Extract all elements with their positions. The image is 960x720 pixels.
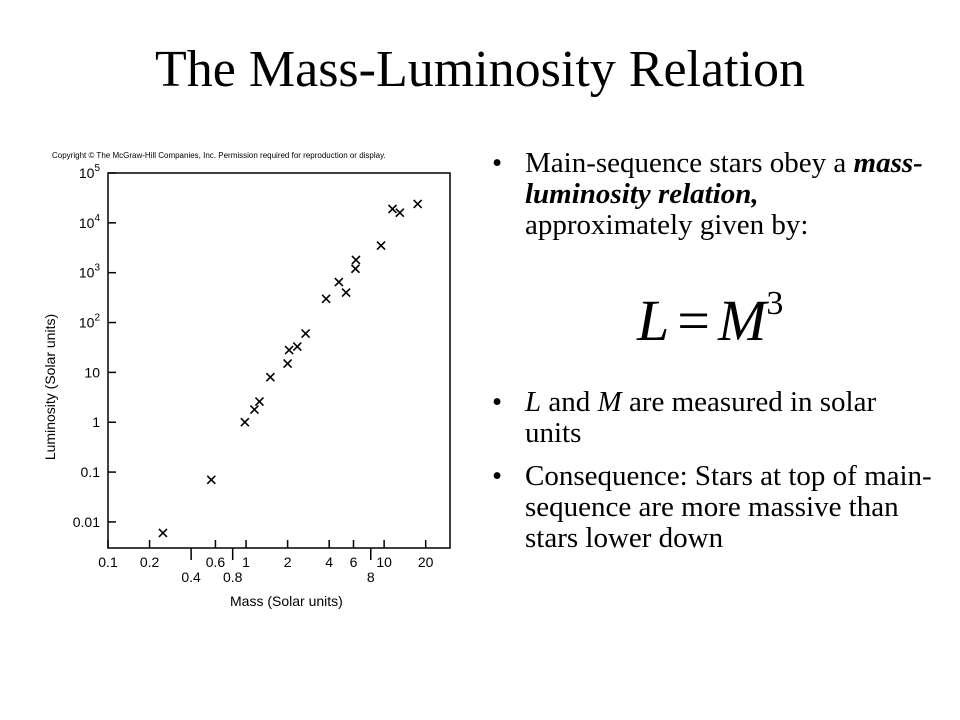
data-point-x-marker bbox=[206, 475, 216, 485]
mass-luminosity-chart: Copyright © The McGraw-Hill Companies, I… bbox=[30, 145, 470, 625]
data-point-x-marker bbox=[376, 241, 386, 251]
bullet-dot: • bbox=[492, 147, 503, 179]
x-tick-label: 20 bbox=[418, 554, 434, 570]
plot-frame bbox=[107, 172, 451, 549]
data-point-x-marker bbox=[301, 329, 311, 339]
x-tick-label: 0.2 bbox=[140, 554, 160, 570]
data-point-x-marker bbox=[254, 396, 265, 407]
data-point-x-marker bbox=[350, 264, 361, 274]
data-point-x-marker bbox=[341, 287, 351, 298]
formula: L = M3 bbox=[492, 269, 932, 369]
y-tick-label: 103 bbox=[79, 263, 101, 281]
data-point-x-marker bbox=[395, 208, 405, 218]
data-point-x-marker bbox=[413, 199, 423, 209]
bullet-variable: M bbox=[597, 386, 622, 418]
data-point-x-marker bbox=[284, 345, 294, 355]
x-tick-label: 6 bbox=[350, 554, 358, 570]
bullet-variable: L bbox=[525, 386, 542, 418]
bullet-item: • Main-sequence stars obey a mass-lumino… bbox=[492, 148, 932, 241]
formula-equals: = bbox=[677, 288, 710, 353]
y-tick-label: 104 bbox=[79, 213, 101, 231]
bullet-text: Main-sequence stars obey a bbox=[525, 147, 854, 179]
data-point-x-marker bbox=[292, 341, 302, 352]
x-tick-label: 1 bbox=[242, 554, 250, 570]
x-axis-title: Mass (Solar units) bbox=[230, 593, 343, 609]
x-tick-label: 0.6 bbox=[206, 554, 226, 570]
x-minor-tick-label: 8 bbox=[367, 569, 375, 585]
slide-title: The Mass-Luminosity Relation bbox=[155, 41, 805, 98]
bullet-text: approximately given by: bbox=[525, 209, 809, 241]
formula-rhs: M bbox=[717, 288, 767, 353]
bullet-item: • L and M are measured in solar units bbox=[492, 387, 932, 449]
data-point-x-marker bbox=[351, 255, 361, 265]
bullet-emphasis: mass-luminosity relation, bbox=[525, 147, 923, 210]
y-tick-label: 105 bbox=[79, 163, 101, 181]
copyright-notice: Copyright © The McGraw-Hill Companies, I… bbox=[52, 151, 386, 160]
bullet-dot: • bbox=[492, 460, 503, 492]
data-point-x-marker bbox=[334, 277, 344, 287]
formula-lhs: L bbox=[637, 288, 670, 353]
x-tick-label: 4 bbox=[325, 554, 333, 570]
bullet-text: and bbox=[541, 386, 598, 418]
data-point-x-marker bbox=[387, 204, 398, 214]
bullet-text: Consequence: Stars at top of main-sequen… bbox=[525, 460, 932, 554]
scatter-plot-svg: 0.01 0.1 1 10 102 103 104 105 0.1 0.2 0.6 1 2 4 6 10 20 0… bbox=[73, 163, 451, 585]
data-point-x-marker bbox=[283, 359, 293, 369]
x-tick-label: 2 bbox=[284, 554, 292, 570]
formula-exponent: 3 bbox=[766, 284, 784, 322]
y-tick-label: 10 bbox=[84, 364, 100, 380]
y-tick-label: 1 bbox=[92, 414, 100, 430]
bullet-list: • Main-sequence stars obey a mass-lumino… bbox=[492, 148, 932, 554]
y-tick-label: 102 bbox=[79, 313, 101, 331]
x-tick-label: 10 bbox=[376, 554, 392, 570]
y-tick-label: 0.01 bbox=[73, 514, 100, 530]
data-point-x-marker bbox=[265, 372, 275, 382]
data-point-x-marker bbox=[240, 417, 250, 427]
bullet-text: are measured in solar units bbox=[525, 386, 877, 449]
x-minor-tick-label: 0.8 bbox=[223, 569, 243, 585]
x-minor-tick-label: 0.4 bbox=[181, 569, 201, 585]
data-point-x-marker bbox=[321, 294, 331, 304]
bullet-dot: • bbox=[492, 386, 503, 418]
y-tick-label: 0.1 bbox=[81, 464, 101, 480]
data-point-x-marker bbox=[158, 528, 168, 538]
data-point-x-marker bbox=[249, 404, 260, 415]
x-tick-label: 0.1 bbox=[98, 554, 118, 570]
bullet-item: • Consequence: Stars at top of main-sequ… bbox=[492, 461, 932, 554]
